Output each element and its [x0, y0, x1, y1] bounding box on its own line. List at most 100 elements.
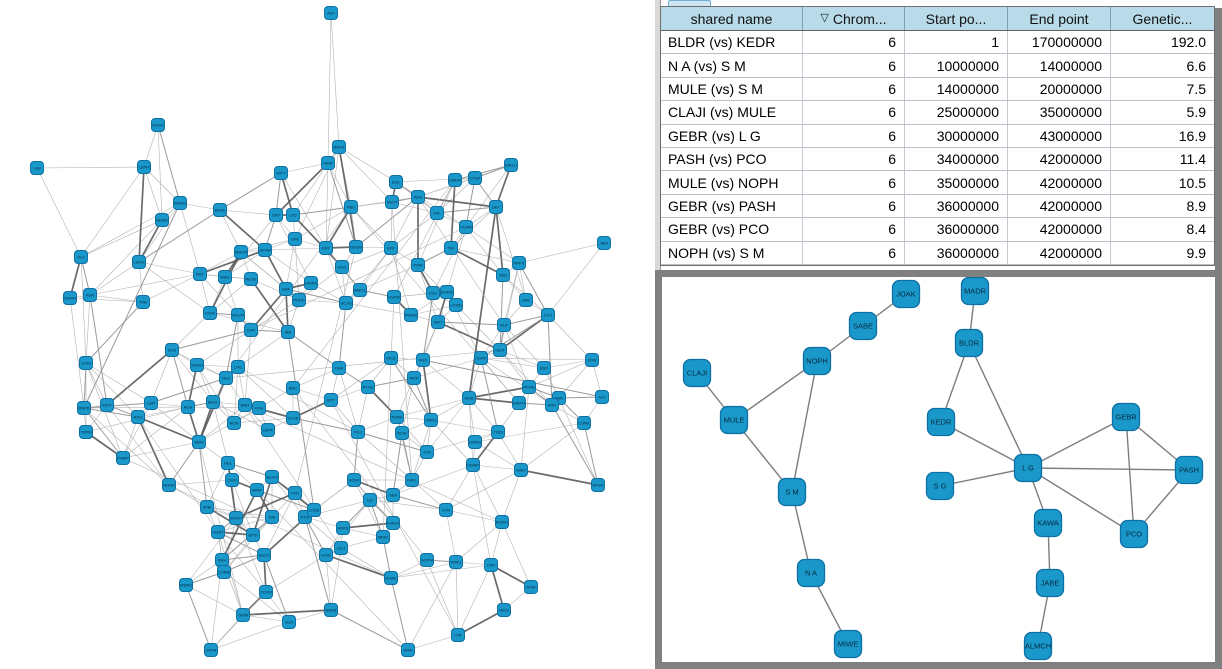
network-node[interactable]: IUPR: [261, 423, 275, 437]
network-node[interactable]: RAH: [238, 398, 252, 412]
network-edge-NOPH-SM[interactable]: [791, 360, 818, 493]
network-node-NOPH[interactable]: NOPH: [802, 346, 832, 376]
network-node[interactable]: MJW: [524, 580, 538, 594]
network-node[interactable]: SUS: [282, 615, 296, 629]
network-node[interactable]: CURM: [217, 565, 231, 579]
network-node[interactable]: TME: [136, 295, 150, 309]
network-node[interactable]: HDL: [221, 456, 235, 470]
network-node[interactable]: OTSF: [468, 171, 482, 185]
network-node[interactable]: ANC: [286, 381, 300, 395]
network-node[interactable]: DBW: [192, 435, 206, 449]
network-node[interactable]: TRPM: [79, 425, 93, 439]
network-node[interactable]: UKT: [489, 200, 503, 214]
network-node[interactable]: ITIR: [451, 628, 465, 642]
sort-filter-icon[interactable]: ▽: [820, 12, 829, 24]
network-node[interactable]: SDUM: [349, 240, 363, 254]
network-node[interactable]: WALU: [504, 158, 518, 172]
network-node[interactable]: MGB: [462, 391, 476, 405]
network-node[interactable]: EWFO: [512, 396, 526, 410]
network-node[interactable]: CFD: [484, 558, 498, 572]
table-row[interactable]: GEBR (vs) L G 6 30000000 43000000 16.9: [661, 124, 1214, 148]
network-node[interactable]: LCMD: [449, 298, 463, 312]
network-node[interactable]: CHB: [332, 361, 346, 375]
network-node[interactable]: FGJ: [351, 425, 365, 439]
network-node[interactable]: RTHS: [361, 380, 375, 394]
network-node[interactable]: MIRJ: [514, 463, 528, 477]
table-row[interactable]: GEBR (vs) PASH 6 36000000 42000000 8.9: [661, 194, 1214, 219]
network-node[interactable]: NNFE: [332, 140, 346, 154]
network-node[interactable]: KCD: [165, 343, 179, 357]
network-node[interactable]: UHMG: [468, 435, 482, 449]
network-node[interactable]: WHT: [431, 315, 445, 329]
table-row[interactable]: PASH (vs) PCO 6 34000000 42000000 11.4: [661, 147, 1214, 172]
table-row[interactable]: N A (vs) S M 6 10000000 14000000 6.6: [661, 54, 1214, 78]
network-node[interactable]: MIE: [265, 510, 279, 524]
network-node[interactable]: COM: [79, 356, 93, 370]
table-row[interactable]: MULE (vs) NOPH 6 35000000 42000000 10.5: [661, 171, 1214, 195]
network-node[interactable]: UAD: [519, 293, 533, 307]
network-node[interactable]: GHRH: [63, 291, 77, 305]
network-node[interactable]: WIRU: [449, 555, 463, 569]
network-node[interactable]: UFE: [288, 232, 302, 246]
network-node[interactable]: GGG: [335, 260, 349, 274]
network-node[interactable]: BSR: [537, 361, 551, 375]
table-row[interactable]: CLAJI (vs) MULE 6 25000000 35000000 5.9: [661, 101, 1214, 125]
network-node[interactable]: LEI: [363, 493, 377, 507]
network-node[interactable]: ACPM: [420, 553, 434, 567]
network-node[interactable]: EFP: [384, 241, 398, 255]
network-node[interactable]: RPFS: [512, 256, 526, 270]
network-node[interactable]: HTD: [288, 486, 302, 500]
network-node[interactable]: SGCS: [257, 548, 271, 562]
network-node[interactable]: ROU: [131, 410, 145, 424]
network-node[interactable]: GPJW: [258, 243, 272, 257]
network-node[interactable]: LDPM: [137, 160, 151, 174]
network-node-SG[interactable]: S G: [925, 471, 955, 501]
network-edge-LG-PASH[interactable]: [1027, 467, 1190, 471]
network-node[interactable]: BTP: [324, 393, 338, 407]
network-node[interactable]: NBHB: [324, 603, 338, 617]
network-node[interactable]: EPSI: [246, 528, 260, 542]
network-node[interactable]: NST: [193, 267, 207, 281]
network-node[interactable]: OUM: [225, 473, 239, 487]
network-node[interactable]: MIDD: [376, 530, 390, 544]
network-node[interactable]: SNOO: [190, 358, 204, 372]
network-node[interactable]: WSNU: [179, 578, 193, 592]
network-node[interactable]: PHNK: [390, 410, 404, 424]
network-node[interactable]: BESL: [206, 395, 220, 409]
network-node[interactable]: LITC: [231, 360, 245, 374]
network-node[interactable]: FNO: [416, 353, 430, 367]
network-node[interactable]: WIRI: [401, 643, 415, 657]
network-edge-LG-GEBR[interactable]: [1027, 416, 1127, 469]
network-node[interactable]: NCM: [227, 416, 241, 430]
network-node[interactable]: KIKP: [100, 398, 114, 412]
network-edge-LG-PCO[interactable]: [1027, 467, 1135, 535]
network-node[interactable]: IBA: [281, 325, 295, 339]
network-node[interactable]: CKF: [269, 208, 283, 222]
network-node[interactable]: LTD: [286, 208, 300, 222]
network-node[interactable]: KCJ: [541, 308, 555, 322]
network-node[interactable]: SWJT: [385, 195, 399, 209]
table-row[interactable]: NOPH (vs) S M 6 36000000 42000000 9.9: [661, 241, 1214, 265]
network-node[interactable]: KRH: [545, 398, 559, 412]
network-node[interactable]: PFMW: [404, 308, 418, 322]
column-header-4[interactable]: Genetic...: [1111, 7, 1214, 30]
network-node[interactable]: HJJE: [319, 548, 333, 562]
network-node-NA[interactable]: N A: [796, 558, 826, 588]
network-node[interactable]: MRUR: [234, 245, 248, 259]
network-node[interactable]: FUN: [83, 288, 97, 302]
network-node[interactable]: JIEH: [597, 236, 611, 250]
table-row[interactable]: MULE (vs) S M 6 14000000 20000000 7.5: [661, 77, 1214, 102]
network-edge-BLDR-LG[interactable]: [968, 342, 1029, 469]
network-node[interactable]: POMP: [116, 451, 130, 465]
network-node[interactable]: OKJL: [384, 351, 398, 365]
table-scrollbar-strip[interactable]: [1215, 8, 1222, 270]
network-node-SABE[interactable]: SABE: [848, 311, 878, 341]
network-node[interactable]: NGRE: [162, 478, 176, 492]
network-node[interactable]: REH: [215, 553, 229, 567]
network-node[interactable]: BNJA: [213, 203, 227, 217]
network-node[interactable]: SGFW: [387, 290, 401, 304]
network-node[interactable]: FOH: [252, 401, 266, 415]
network-edge-GEBR-PCO[interactable]: [1125, 416, 1135, 535]
network-node-PASH[interactable]: PASH: [1174, 455, 1204, 485]
network-node[interactable]: EGKW: [440, 285, 454, 299]
